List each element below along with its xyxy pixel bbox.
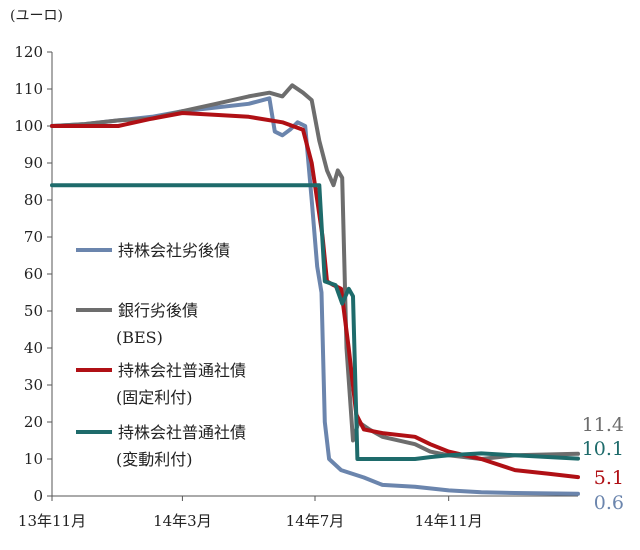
y-tick-label: 10 [24, 450, 43, 468]
y-tick-label: 100 [14, 117, 43, 135]
y-tick-label: 80 [24, 191, 43, 209]
x-tick-label: 14年11月 [415, 512, 483, 530]
y-axis-unit-label: (ユーロ) [10, 8, 63, 24]
legend-label-3: (固定利付) [116, 388, 193, 407]
y-tick-label: 40 [24, 339, 43, 357]
y-tick-label: 30 [24, 376, 43, 394]
y-tick-label: 90 [24, 154, 43, 172]
series-end-label-4: 10.1 [582, 438, 624, 460]
series-line-4 [50, 183, 580, 461]
legend-label-2: (BES) [116, 328, 163, 347]
legend-label-4: 持株会社普通社債 [118, 423, 246, 442]
series-end-label-3: 5.1 [594, 467, 624, 489]
x-tick-label: 14年3月 [153, 512, 212, 530]
y-tick-label: 60 [24, 265, 43, 283]
series-end-label-2: 11.4 [582, 414, 624, 436]
y-tick-label: 110 [14, 80, 43, 98]
series-end-label-1: 0.6 [594, 492, 624, 514]
series-line-2 [50, 83, 580, 461]
y-tick-label: 20 [24, 413, 43, 431]
x-tick-label: 14年7月 [286, 512, 345, 530]
y-tick-label: 0 [33, 487, 43, 505]
legend-label-3: 持株会社普通社債 [118, 361, 246, 380]
y-tick-label: 50 [24, 302, 43, 320]
x-tick-label: 13年11月 [18, 512, 86, 530]
legend-label-1: 持株会社劣後債 [118, 241, 230, 260]
legend-label-2: 銀行劣後債 [118, 301, 198, 320]
plot-area: 0 10 20 30 40 50 60 70 80 90 100 110 120 13年11月 14年3月 1… [14, 43, 624, 530]
y-tick-label: 120 [14, 43, 43, 61]
y-tick-label: 70 [24, 228, 43, 246]
legend-label-4: (変動利付) [116, 450, 193, 469]
